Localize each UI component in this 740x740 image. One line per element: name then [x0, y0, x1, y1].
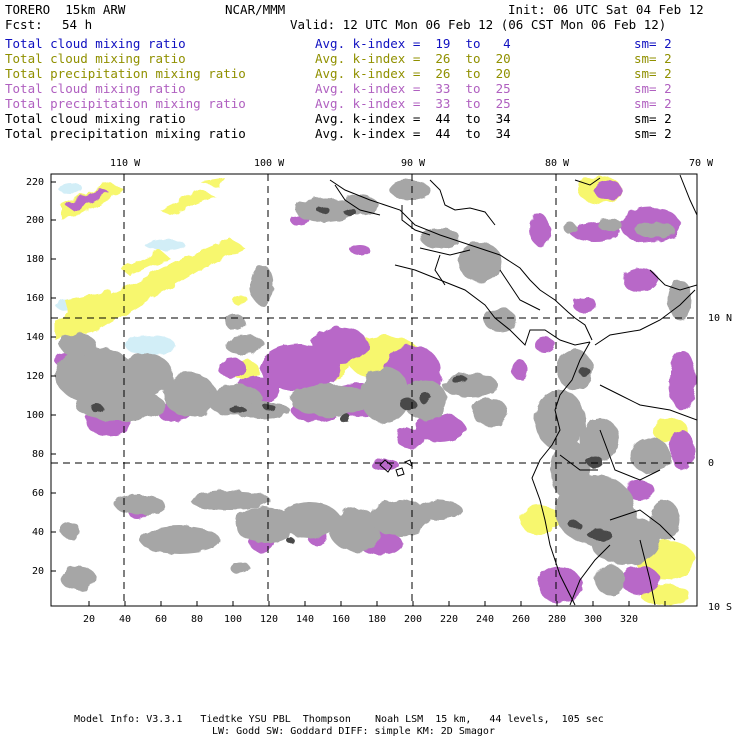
x-tick-label: 60 — [155, 614, 168, 625]
forecast-label: Fcst: — [5, 17, 43, 32]
x-tick-label: 80 — [191, 614, 204, 625]
legend-kindex: Avg. k-index = 44 to 34 — [315, 111, 511, 126]
lon-label: 100 W — [254, 158, 285, 169]
x-tick-label: 240 — [476, 614, 495, 625]
legend-field: Total precipitation mixing ratio — [5, 66, 246, 81]
legend-field: Total precipitation mixing ratio — [5, 126, 246, 141]
x-tick-label: 180 — [368, 614, 387, 625]
y-tick-label: 200 — [26, 215, 45, 226]
legend-smoothing: sm= 2 — [634, 66, 672, 81]
legend-smoothing: sm= 2 — [634, 51, 672, 66]
legend-field: Total cloud mixing ratio — [5, 81, 186, 96]
lon-label: 80 W — [545, 158, 570, 169]
legend-smoothing: sm= 2 — [634, 111, 672, 126]
x-tick-label: 140 — [296, 614, 315, 625]
y-tick-label: 40 — [32, 527, 45, 538]
coastlines — [329, 174, 697, 606]
legend-field: Total cloud mixing ratio — [5, 111, 186, 126]
gray-cloud-layer — [55, 180, 692, 595]
legend-kindex: Avg. k-index = 33 to 25 — [315, 81, 511, 96]
legend-kindex: Avg. k-index = 44 to 34 — [315, 126, 511, 141]
lon-label: 110 W — [110, 158, 141, 169]
y-tick-label: 140 — [26, 332, 45, 343]
organization: NCAR/MMM — [225, 2, 286, 17]
lon-label: 90 W — [401, 158, 426, 169]
x-tick-label: 280 — [548, 614, 567, 625]
valid-time: Valid: 12 UTC Mon 06 Feb 12 (06 CST Mon … — [290, 17, 667, 32]
x-tick-label: 220 — [440, 614, 459, 625]
x-tick-label: 100 — [224, 614, 243, 625]
lat-label: 10 S — [708, 602, 733, 613]
x-tick-label: 120 — [260, 614, 279, 625]
x-tick-label: 160 — [332, 614, 351, 625]
model-info: Model Info: V3.3.1 Tiedtke YSU PBL Thomp… — [74, 714, 604, 725]
x-tick-label: 320 — [620, 614, 639, 625]
lat-label: 10 N — [708, 313, 733, 324]
legend-smoothing: sm= 2 — [634, 126, 672, 141]
legend-kindex: Avg. k-index = 26 to 20 — [315, 51, 511, 66]
legend-field: Total cloud mixing ratio — [5, 51, 186, 66]
y-tick-label: 160 — [26, 293, 45, 304]
legend-smoothing: sm= 2 — [634, 96, 672, 111]
legend-kindex: Avg. k-index = 33 to 25 — [315, 96, 511, 111]
model-title: TORERO 15km ARW — [5, 2, 126, 17]
x-tick-label: 40 — [119, 614, 132, 625]
y-tick-label: 60 — [32, 488, 45, 499]
legend-kindex: Avg. k-index = 26 to 20 — [315, 66, 511, 81]
x-tick-label: 200 — [404, 614, 423, 625]
legend-field: Total cloud mixing ratio — [5, 36, 186, 51]
legend-kindex: Avg. k-index = 19 to 4 — [315, 36, 511, 51]
graticule — [51, 174, 697, 606]
y-tick-label: 100 — [26, 410, 45, 421]
lon-label: 70 W — [689, 158, 714, 169]
y-tick-label: 80 — [32, 449, 45, 460]
y-tick-label: 120 — [26, 371, 45, 382]
x-tick-label: 260 — [512, 614, 531, 625]
y-tick-label: 220 — [26, 177, 45, 188]
legend-field: Total precipitation mixing ratio — [5, 96, 246, 111]
axis-ticks — [51, 181, 666, 606]
legend-smoothing: sm= 2 — [634, 81, 672, 96]
model-physics: LW: Godd SW: Goddard DIFF: simple KM: 2D… — [212, 726, 495, 737]
y-tick-label: 180 — [26, 254, 45, 265]
forecast-hours: 54 h — [62, 17, 93, 32]
map-frame — [50, 173, 698, 607]
y-tick-label: 20 — [32, 566, 45, 577]
x-tick-label: 20 — [83, 614, 96, 625]
legend-smoothing: sm= 2 — [634, 36, 672, 51]
init-time: Init: 06 UTC Sat 04 Feb 12 — [508, 2, 704, 17]
lat-label: 0 — [708, 458, 715, 469]
x-tick-label: 300 — [584, 614, 603, 625]
